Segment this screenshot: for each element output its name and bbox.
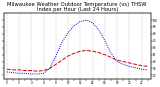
Title: Milwaukee Weather Outdoor Temperature (vs) THSW Index per Hour (Last 24 Hours): Milwaukee Weather Outdoor Temperature (v…: [8, 2, 147, 12]
